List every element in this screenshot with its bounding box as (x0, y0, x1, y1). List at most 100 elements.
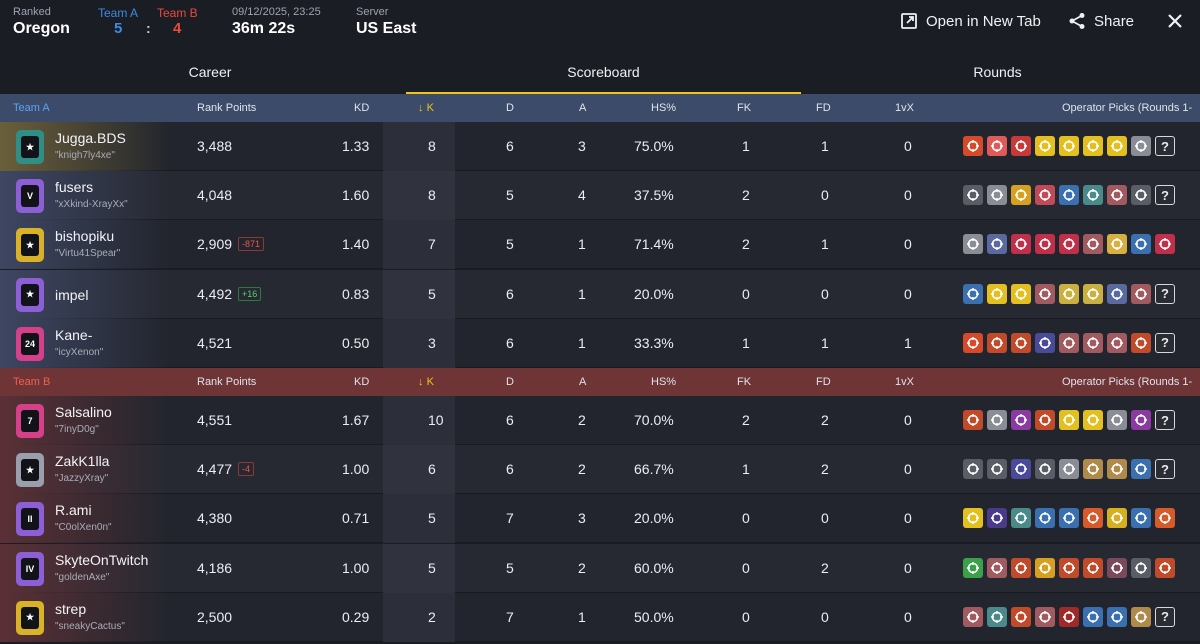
player-name[interactable]: Jugga.BDS (55, 130, 126, 146)
operator-icon[interactable] (1059, 557, 1079, 578)
operator-icon[interactable] (987, 410, 1007, 430)
operator-icon[interactable] (963, 234, 983, 255)
tab-rounds[interactable]: Rounds (973, 64, 1022, 80)
col-hs[interactable]: HS% (651, 102, 677, 114)
col-a[interactable]: A (579, 376, 587, 388)
operator-icon[interactable] (1083, 557, 1103, 578)
operator-icon[interactable] (987, 508, 1007, 529)
open-new-tab-button[interactable]: Open in New Tab (900, 12, 1041, 30)
operator-icon[interactable] (1011, 283, 1031, 304)
operator-icon[interactable] (1059, 410, 1079, 430)
operator-icon[interactable] (987, 557, 1007, 578)
player-row[interactable]: IV SkyteOnTwitch "goldenAxe" 4,186 1.00 5 5 2 60… (0, 543, 1200, 593)
operator-icon[interactable] (1011, 234, 1031, 255)
operator-icon[interactable] (987, 185, 1007, 206)
operator-icon[interactable] (1059, 606, 1079, 627)
player-row[interactable]: ★ impel 4,492 +16 0.83 5 6 1 20.0% 0 0 0? (0, 269, 1200, 319)
operator-icon[interactable] (1083, 234, 1103, 255)
operator-icon[interactable] (1131, 459, 1151, 480)
operator-icon[interactable] (1011, 332, 1031, 353)
player-row[interactable]: ★ bishopiku "Virtu41Spear" 2,909 -871 1.40 7 5 1… (0, 220, 1200, 270)
operator-icon[interactable] (1035, 185, 1055, 206)
col-hs[interactable]: HS% (651, 376, 677, 388)
operator-icon[interactable] (1059, 234, 1079, 255)
close-button[interactable] (1166, 12, 1184, 30)
unknown-operator-icon[interactable]: ? (1155, 332, 1175, 353)
operator-icon[interactable] (1131, 606, 1151, 627)
operator-icon[interactable] (1059, 185, 1079, 206)
operator-icon[interactable] (1107, 508, 1127, 529)
player-name[interactable]: impel (55, 286, 89, 303)
operator-icon[interactable] (963, 136, 983, 156)
operator-icon[interactable] (1083, 332, 1103, 353)
player-row[interactable]: ★ strep "sneakyCactus" 2,500 0.29 2 7 1 50.0% 0 0 0… (0, 592, 1200, 642)
player-row[interactable]: ★ Jugga.BDS "knigh7ly4xe" 3,488 1.33 8 6 3 75.0%… (0, 122, 1200, 171)
operator-icon[interactable] (1155, 557, 1175, 578)
unknown-operator-icon[interactable]: ? (1155, 283, 1175, 304)
player-row[interactable]: II R.ami "C0olXen0n" 4,380 0.71 5 7 3 20.0% 0 0 0 (0, 494, 1200, 544)
operator-icon[interactable] (1059, 136, 1079, 156)
col-k-sorted[interactable]: ↓ K (418, 376, 434, 388)
operator-icon[interactable] (1131, 283, 1151, 304)
col-a[interactable]: A (579, 102, 587, 114)
operator-icon[interactable] (963, 332, 983, 353)
operator-icon[interactable] (1035, 234, 1055, 255)
col-1vx[interactable]: 1vX (895, 102, 914, 114)
player-name[interactable]: SkyteOnTwitch (55, 551, 149, 568)
operator-icon[interactable] (987, 283, 1007, 304)
operator-icon[interactable] (1083, 410, 1103, 430)
operator-icon[interactable] (963, 185, 983, 206)
operator-icon[interactable] (1011, 606, 1031, 627)
col-d[interactable]: D (506, 102, 514, 114)
operator-icon[interactable] (1035, 557, 1055, 578)
operator-icon[interactable] (1011, 136, 1031, 156)
operator-icon[interactable] (987, 234, 1007, 255)
tab-scoreboard[interactable]: Scoreboard (406, 46, 801, 94)
operator-icon[interactable] (1131, 136, 1151, 156)
operator-icon[interactable] (1011, 185, 1031, 206)
operator-icon[interactable] (1107, 606, 1127, 627)
operator-icon[interactable] (1059, 283, 1079, 304)
operator-icon[interactable] (1131, 234, 1151, 255)
operator-icon[interactable] (1083, 185, 1103, 206)
unknown-operator-icon[interactable]: ? (1155, 459, 1175, 480)
col-rank-points[interactable]: Rank Points (197, 102, 257, 114)
unknown-operator-icon[interactable]: ? (1155, 185, 1175, 206)
operator-icon[interactable] (1035, 508, 1055, 529)
operator-icon[interactable] (1035, 136, 1055, 156)
unknown-operator-icon[interactable]: ? (1155, 606, 1175, 627)
player-name[interactable]: Salsalino (55, 404, 112, 420)
operator-icon[interactable] (963, 410, 983, 430)
col-kd[interactable]: KD (354, 102, 370, 114)
operator-icon[interactable] (1011, 459, 1031, 480)
player-name[interactable]: R.ami (55, 502, 92, 519)
operator-icon[interactable] (987, 459, 1007, 480)
operator-icon[interactable] (963, 557, 983, 578)
player-name[interactable]: bishopiku (55, 228, 115, 245)
operator-icon[interactable] (1059, 332, 1079, 353)
operator-icon[interactable] (1107, 234, 1127, 255)
player-name[interactable]: Kane- (55, 326, 93, 343)
operator-icon[interactable] (1155, 234, 1175, 255)
operator-icon[interactable] (1083, 283, 1103, 304)
col-fd[interactable]: FD (816, 376, 831, 388)
operator-icon[interactable] (1083, 136, 1103, 156)
operator-icon[interactable] (1035, 283, 1055, 304)
operator-icon[interactable] (1035, 459, 1055, 480)
operator-icon[interactable] (1011, 557, 1031, 578)
operator-icon[interactable] (1083, 508, 1103, 529)
operator-icon[interactable] (1107, 332, 1127, 353)
operator-icon[interactable] (1131, 508, 1151, 529)
operator-icon[interactable] (1131, 185, 1151, 206)
operator-icon[interactable] (987, 606, 1007, 627)
col-kd[interactable]: KD (354, 376, 370, 388)
col-d[interactable]: D (506, 376, 514, 388)
unknown-operator-icon[interactable]: ? (1155, 410, 1175, 430)
operator-icon[interactable] (1107, 410, 1127, 430)
operator-icon[interactable] (1059, 459, 1079, 480)
player-row[interactable]: 24 Kane- "icyXenon" 4,521 0.50 3 6 1 33.3% 1 1 1? (0, 318, 1200, 368)
player-row[interactable]: 7 Salsalino "7inyD0g" 4,551 1.67 10 6 2 70.0% 2 2 0… (0, 396, 1200, 445)
player-row[interactable]: ★ ZakK1lla "JazzyXray" 4,477 -4 1.00 6 6 2 66.7% 1… (0, 445, 1200, 495)
operator-icon[interactable] (1107, 283, 1127, 304)
